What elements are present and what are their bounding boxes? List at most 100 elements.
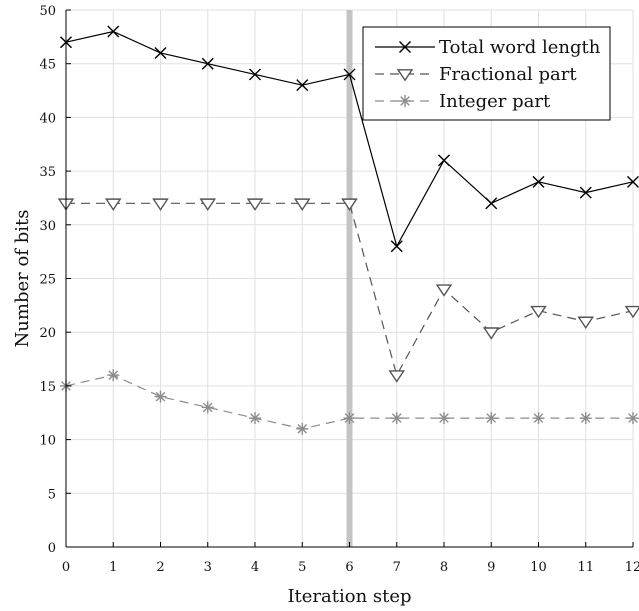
marker-stroke bbox=[155, 391, 166, 402]
marker-stroke bbox=[627, 175, 639, 188]
data-point-integer bbox=[296, 422, 309, 435]
marker-stroke bbox=[486, 413, 497, 423]
marker-stroke bbox=[579, 186, 592, 199]
y-tick-label: 5 bbox=[48, 487, 56, 502]
marker-stroke bbox=[343, 68, 356, 81]
data-point-integer bbox=[485, 412, 498, 425]
marker-shape bbox=[152, 198, 169, 211]
marker-stroke bbox=[391, 413, 402, 423]
marker-shape bbox=[246, 198, 264, 211]
data-point-total bbox=[343, 68, 356, 81]
marker-shape bbox=[577, 316, 595, 330]
data-point-fractional bbox=[624, 305, 639, 319]
series-total bbox=[60, 25, 639, 253]
data-point-integer bbox=[343, 412, 356, 425]
marker-shape bbox=[482, 327, 500, 340]
data-point-total bbox=[627, 175, 639, 188]
marker-shape bbox=[199, 198, 217, 211]
data-point-integer bbox=[107, 369, 120, 382]
y-tick-label: 30 bbox=[39, 219, 56, 234]
data-point-integer bbox=[154, 390, 167, 403]
marker-stroke bbox=[485, 197, 498, 210]
x-tick-label: 5 bbox=[298, 560, 306, 575]
data-point-total bbox=[532, 175, 545, 188]
data-point-fractional bbox=[388, 370, 406, 383]
x-tick-label: 0 bbox=[62, 560, 70, 575]
x-tick-label: 4 bbox=[251, 560, 259, 575]
x-tick-label: 9 bbox=[487, 560, 495, 575]
x-tick-label: 1 bbox=[109, 560, 117, 575]
marker-stroke bbox=[400, 96, 410, 106]
marker-stroke bbox=[533, 413, 544, 423]
legend-label-integer: Integer part bbox=[439, 91, 551, 112]
x-tick-label: 8 bbox=[440, 560, 448, 575]
y-tick-label: 25 bbox=[39, 273, 56, 288]
marker-stroke bbox=[154, 46, 167, 59]
legend-marker-total bbox=[399, 41, 411, 53]
legend-marker-shape bbox=[396, 69, 414, 82]
marker-stroke bbox=[107, 25, 120, 38]
marker-shape bbox=[341, 198, 358, 211]
data-point-fractional bbox=[482, 327, 500, 340]
data-point-total bbox=[296, 79, 309, 92]
data-point-fractional bbox=[152, 198, 169, 211]
data-point-integer bbox=[438, 412, 450, 425]
marker-shape bbox=[396, 69, 414, 82]
marker-stroke bbox=[201, 57, 214, 70]
data-point-total bbox=[438, 154, 450, 167]
legend-marker-shape bbox=[399, 41, 411, 53]
data-point-total bbox=[249, 68, 261, 81]
data-point-fractional bbox=[435, 284, 453, 297]
series-fractional bbox=[57, 198, 639, 383]
x-tick-label: 6 bbox=[345, 560, 353, 575]
legend-entry-fractional: Fractional part bbox=[375, 64, 577, 85]
data-point-fractional bbox=[293, 198, 311, 211]
data-point-total bbox=[201, 57, 214, 70]
data-point-fractional bbox=[246, 198, 264, 211]
data-point-integer bbox=[249, 412, 261, 425]
data-point-fractional bbox=[341, 198, 358, 211]
data-point-fractional bbox=[199, 198, 217, 211]
x-tick-label: 3 bbox=[204, 560, 212, 575]
legend-entry-integer: Integer part bbox=[375, 91, 551, 112]
y-tick-label: 0 bbox=[48, 541, 56, 556]
data-point-integer bbox=[201, 401, 214, 414]
y-tick-label: 35 bbox=[39, 165, 56, 180]
marker-shape bbox=[388, 370, 406, 383]
marker-stroke bbox=[250, 413, 260, 423]
x-axis-title: Iteration step bbox=[287, 586, 411, 607]
marker-stroke bbox=[344, 413, 355, 423]
legend-entry-total: Total word length bbox=[375, 37, 601, 58]
y-tick-label: 50 bbox=[39, 4, 56, 19]
marker-stroke bbox=[297, 424, 308, 434]
legend-marker-fractional bbox=[396, 69, 414, 82]
legend-marker-integer bbox=[399, 95, 411, 107]
marker-stroke bbox=[390, 240, 403, 253]
vertical-marker-line bbox=[346, 10, 353, 547]
y-tick-label: 45 bbox=[39, 58, 56, 73]
marker-shape bbox=[293, 198, 311, 211]
data-point-total bbox=[390, 240, 403, 253]
x-tick-label: 12 bbox=[625, 560, 639, 575]
marker-shape bbox=[624, 305, 639, 319]
x-tick-label: 11 bbox=[577, 560, 594, 575]
marker-stroke bbox=[580, 413, 591, 423]
data-point-fractional bbox=[530, 305, 547, 319]
marker-shape bbox=[435, 284, 453, 297]
marker-stroke bbox=[249, 68, 261, 81]
data-point-fractional bbox=[577, 316, 595, 330]
marker-shape bbox=[530, 305, 547, 319]
data-point-total bbox=[579, 186, 592, 199]
marker-shape bbox=[104, 198, 122, 211]
y-tick-label: 40 bbox=[39, 111, 56, 126]
data-point-total bbox=[485, 197, 498, 210]
data-point-integer bbox=[532, 412, 545, 425]
data-point-integer bbox=[579, 412, 592, 425]
y-tick-label: 15 bbox=[39, 380, 56, 395]
data-point-fractional bbox=[104, 198, 122, 211]
legend: Total word length Fractional part Intege… bbox=[362, 26, 611, 121]
series-layer bbox=[57, 25, 639, 435]
data-point-integer bbox=[627, 412, 639, 425]
